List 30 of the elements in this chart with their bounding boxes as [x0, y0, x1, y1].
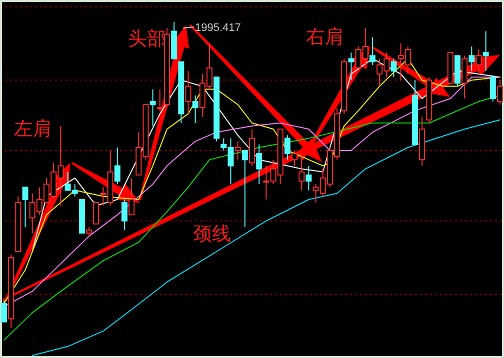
annotation: 右肩 [306, 26, 344, 48]
candlestick [192, 94, 198, 124]
candlestick [390, 58, 397, 78]
candlestick [242, 150, 248, 228]
candlestick [128, 178, 135, 216]
candlestick [476, 49, 482, 75]
candlestick [185, 70, 192, 114]
candlestick [1, 300, 7, 322]
candlestick [22, 186, 28, 228]
annotation: 1995.417 [195, 22, 241, 34]
annotation: 颈线 [193, 224, 231, 245]
candlestick [298, 153, 305, 191]
candlestick [490, 76, 496, 102]
candlestick [468, 46, 475, 72]
candlestick [93, 202, 100, 224]
candlestick [348, 52, 354, 81]
candlestick [234, 140, 241, 160]
candlestick [121, 198, 128, 231]
candlestick [86, 226, 92, 237]
candlestick [256, 144, 262, 185]
candlestick [114, 146, 120, 185]
candlestick [306, 165, 312, 191]
candlestick [482, 30, 489, 72]
candlestick [284, 134, 290, 160]
candlestick [369, 36, 376, 66]
candlestick [497, 80, 503, 106]
candlestick [150, 88, 156, 127]
candlestick [292, 150, 298, 166]
candlestick [156, 88, 163, 112]
annotation: 左肩 [14, 118, 52, 140]
